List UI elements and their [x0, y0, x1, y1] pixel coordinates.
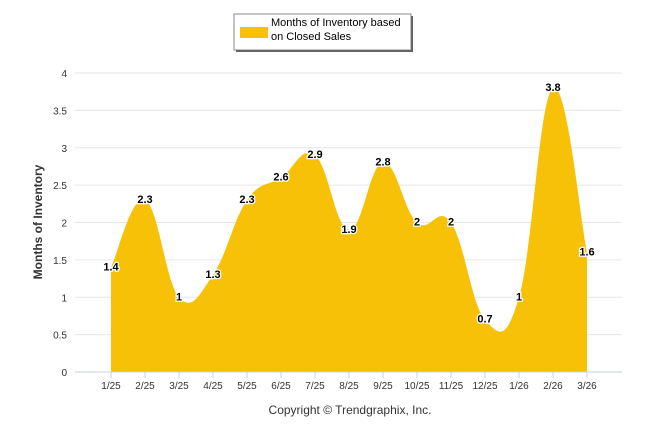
x-tick-label: 5/25 [237, 381, 257, 392]
data-label: 2.3 [137, 194, 152, 206]
x-tick-label: 11/25 [439, 381, 464, 392]
axes [75, 371, 622, 378]
data-label: 3.8 [545, 82, 560, 94]
x-tick-label: 2/25 [135, 381, 155, 392]
data-label: 1.3 [205, 269, 220, 281]
data-label: 1 [516, 291, 522, 303]
data-label: 1.6 [579, 246, 594, 258]
x-tick-labels: 1/25 2/25 3/25 4/25 5/25 6/25 7/25 8/25 9/25 10/2… [101, 381, 597, 392]
data-labels: 1.4 2.3 1 1.3 2.3 2.6 2.9 1.9 2.8 2 2 0.7 1 3.8 1.6 [102, 81, 596, 327]
data-label: 0.7 [477, 314, 492, 326]
data-label: 1 [176, 291, 182, 303]
y-tick-label: 3 [61, 144, 67, 155]
legend-swatch [240, 27, 268, 38]
y-tick-label: 3.5 [53, 106, 67, 117]
area-series [111, 87, 587, 372]
y-tick-label: 2 [61, 219, 67, 230]
y-axis-title: Months of Inventory [31, 164, 45, 279]
x-tick-label: 2/26 [543, 381, 563, 392]
y-tick-labels: 0 0.5 1 1.5 2 2.5 3 3.5 4 [53, 69, 67, 379]
data-label: 1.9 [341, 224, 356, 236]
legend[interactable]: Months of Inventory based on Closed Sale… [233, 13, 413, 52]
data-label: 2.3 [239, 194, 254, 206]
x-tick-label: 1/26 [509, 381, 529, 392]
area-series-path [111, 87, 587, 372]
y-tick-label: 0.5 [53, 331, 67, 342]
x-tick-label: 9/25 [373, 381, 393, 392]
y-tick-label: 1.5 [53, 256, 67, 267]
x-tick-label: 1/25 [101, 381, 121, 392]
x-tick-label: 3/26 [577, 381, 597, 392]
data-label: 2.9 [307, 149, 322, 161]
data-label: 2.8 [375, 157, 390, 169]
y-tick-label: 4 [61, 69, 67, 80]
x-tick-label: 4/25 [203, 381, 223, 392]
x-tick-label: 6/25 [271, 381, 291, 392]
copyright-footer: Copyright © Trendgraphix, Inc. [269, 403, 432, 417]
legend-label-line-1: Months of Inventory based [271, 17, 401, 29]
data-label: 2 [414, 217, 420, 229]
x-tick-label: 10/25 [404, 381, 429, 392]
x-tick-label: 12/25 [472, 381, 497, 392]
x-tick-label: 7/25 [305, 381, 325, 392]
data-label: 2.6 [273, 172, 288, 184]
y-tick-label: 1 [61, 293, 67, 304]
x-tick-label: 8/25 [339, 381, 359, 392]
x-tick-label: 3/25 [169, 381, 189, 392]
data-label: 2 [448, 217, 454, 229]
y-tick-label: 2.5 [53, 181, 67, 192]
legend-label-line-2: on Closed Sales [271, 31, 352, 43]
data-label: 1.4 [103, 261, 119, 273]
y-tick-label: 0 [61, 368, 67, 379]
